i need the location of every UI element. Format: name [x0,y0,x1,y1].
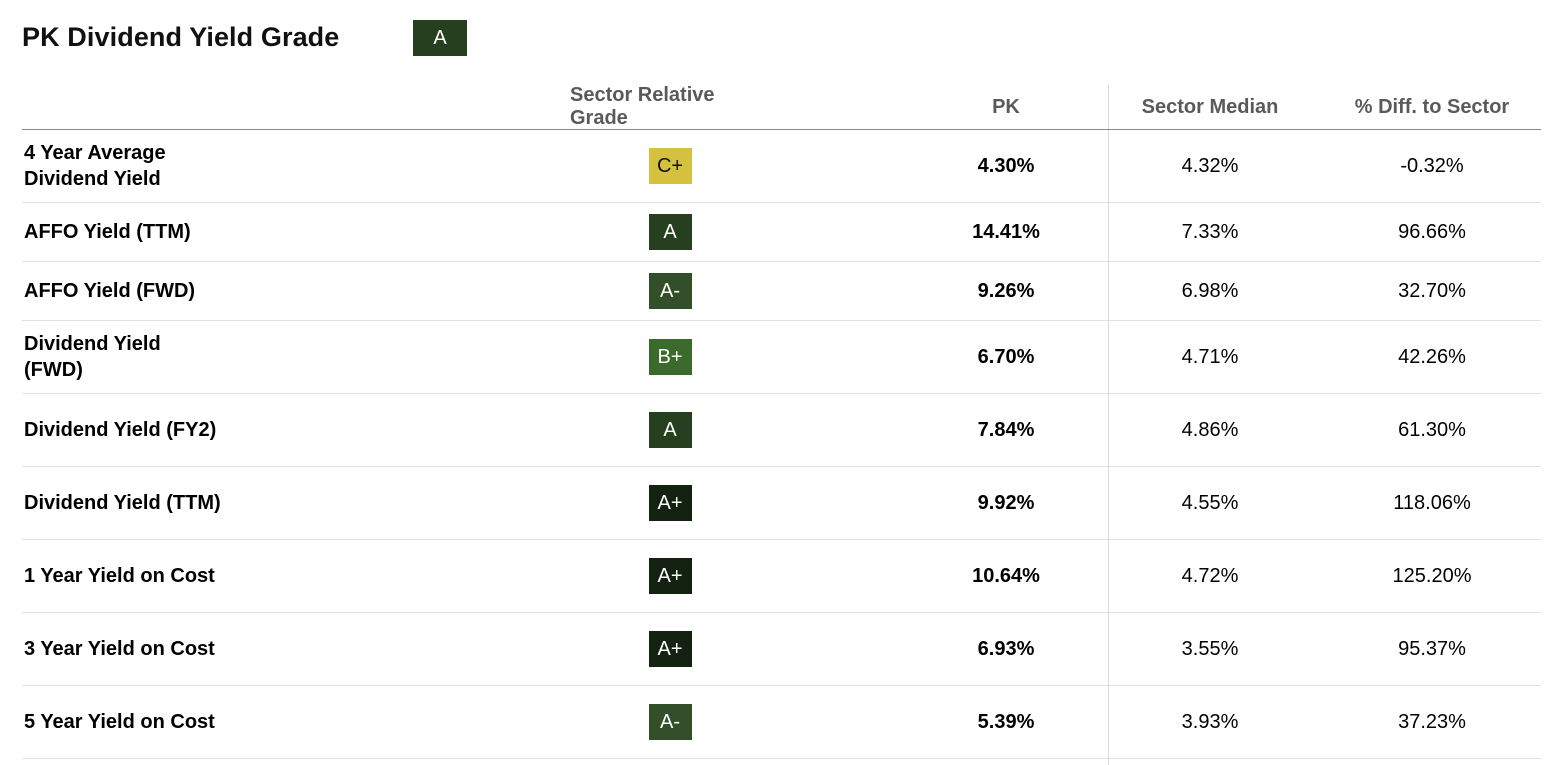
page-title: PK Dividend Yield Grade [22,21,340,52]
metric-label: Dividend Yield (FY2) [24,419,217,441]
diff-to-sector-value: 61.30% [1398,418,1466,441]
grade-badge: A+ [648,631,692,667]
sector-median-value: 3.55% [1181,637,1239,660]
sector-median-value: 7.33% [1181,220,1239,243]
table-row: AFFO Yield (TTM) A 14.41% 7.33% 96.66% [22,203,1541,262]
grade-badge: A [648,214,692,250]
diff-to-sector-value: 96.66% [1398,220,1466,243]
diff-to-sector-value: 118.06% [1393,491,1471,514]
column-divider [1108,85,1109,765]
sector-median-value: 6.98% [1181,279,1239,302]
header-sector-median: Sector Median [1141,95,1279,118]
table-row: Dividend Yield (TTM) A+ 9.92% 4.55% 118.… [22,467,1541,540]
sector-median-value: 4.86% [1181,418,1239,441]
metric-label: 1 Year Yield on Cost [24,565,215,587]
metric-label: 3 Year Yield on Cost [24,638,215,660]
diff-to-sector-value: 32.70% [1398,279,1466,302]
table-row: Dividend Yield (FWD) B+ 6.70% 4.71% 42.2… [22,321,1541,394]
table-row: 5 Year Yield on Cost A- 5.39% 3.93% 37.2… [22,686,1541,759]
header-diff-to-sector: % Diff. to Sector [1354,95,1510,118]
table-row: AFFO Yield (FWD) A- 9.26% 6.98% 32.70% [22,262,1541,321]
grade-badge: A- [648,273,692,309]
pk-value: 9.92% [977,491,1035,514]
diff-to-sector-value: 37.23% [1398,710,1466,733]
pk-value: 4.30% [977,154,1035,177]
metric-label: AFFO Yield (FWD) [24,280,196,302]
title-row: PK Dividend Yield Grade [22,18,339,56]
yield-grade-table: Sector Relative Grade PK Sector Median %… [22,84,1541,765]
grade-badge: C+ [648,148,692,184]
pk-value: 6.93% [977,637,1035,660]
sector-median-value: 4.72% [1181,564,1239,587]
metric-label: Dividend Yield (TTM) [24,492,221,514]
pk-value: 6.70% [977,345,1035,368]
header-sector-relative-grade: Sector Relative Grade [570,84,715,129]
table-row: 4 Year Average Dividend Yield C+ 4.30% 4… [22,130,1541,203]
pk-value: 14.41% [972,220,1040,243]
header-pk: PK [992,95,1020,118]
diff-to-sector-value: 125.20% [1392,564,1472,587]
pk-value: 7.84% [977,418,1035,441]
table-row: 1 Year Yield on Cost A+ 10.64% 4.72% 125… [22,540,1541,613]
grade-badge: A [648,412,692,448]
pk-value: 10.64% [972,564,1040,587]
sector-median-value: 4.55% [1181,491,1239,514]
table-row: 3 Year Yield on Cost A+ 6.93% 3.55% 95.3… [22,613,1541,686]
pk-value: 5.39% [977,710,1035,733]
table-row: Dividend Yield (FY2) A 7.84% 4.86% 61.30… [22,394,1541,467]
diff-to-sector-value: -0.32% [1400,154,1464,177]
metric-label: 5 Year Yield on Cost [24,711,215,733]
diff-to-sector-value: 95.37% [1398,637,1466,660]
grade-badge: A+ [648,485,692,521]
grade-badge: A- [648,704,692,740]
grade-badge: B+ [648,339,692,375]
table-header: Sector Relative Grade PK Sector Median %… [22,84,1541,130]
diff-to-sector-value: 42.26% [1398,345,1466,368]
sector-median-value: 4.71% [1181,345,1239,368]
grade-badge: A+ [648,558,692,594]
pk-value: 9.26% [977,279,1035,302]
metric-label: AFFO Yield (TTM) [24,221,191,243]
sector-median-value: 4.32% [1181,154,1239,177]
sector-median-value: 3.93% [1181,710,1239,733]
metric-label: 4 Year Average Dividend Yield [24,142,166,190]
metric-label: Dividend Yield (FWD) [24,333,161,381]
overall-grade-badge: A [413,20,467,56]
